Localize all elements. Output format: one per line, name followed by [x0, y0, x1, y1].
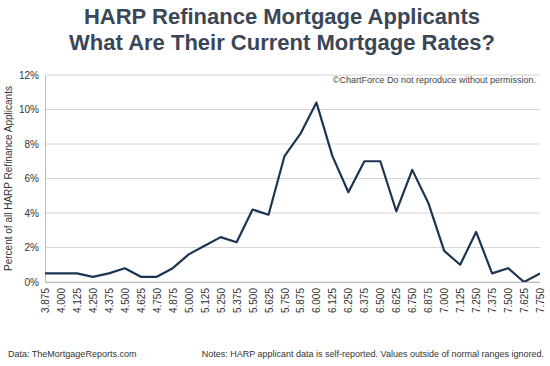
x-tick-label: 7.375 [487, 288, 498, 313]
x-tick-label: 4.500 [120, 288, 131, 313]
chart: HARP Refinance Mortgage ApplicantsWhat A… [0, 0, 550, 366]
x-tick-label: 6.500 [375, 288, 386, 313]
x-tick: 3.875 [40, 282, 51, 313]
x-tick: 4.250 [88, 282, 99, 313]
x-tick: 6.000 [311, 282, 322, 313]
y-tick: 6% [25, 173, 45, 184]
marks [45, 103, 540, 282]
x-tick: 4.625 [136, 282, 147, 313]
x-tick-label: 4.625 [136, 288, 147, 313]
x-axis-line [46, 282, 541, 283]
x-axis: 3.875 4.000 4.125 4.250 4.375 4.500 4.625 4.750… [40, 282, 546, 313]
subtitle: What Are Their Current Mortgage Rates? [69, 30, 495, 55]
x-tick: 7.000 [439, 282, 450, 313]
x-tick-label: 4.125 [72, 288, 83, 313]
y-tick: 8% [25, 139, 45, 150]
annotation: ©ChartForce Do not reproduce without per… [333, 75, 536, 85]
y-tick-label: 4% [25, 208, 40, 219]
x-tick-label: 4.875 [168, 288, 179, 313]
x-tick: 4.500 [120, 282, 131, 313]
x-tick-label: 6.375 [359, 288, 370, 313]
x-tick-label: 5.250 [216, 288, 227, 313]
x-tick-label: 5.875 [295, 288, 306, 313]
x-tick-label: 6.875 [423, 288, 434, 313]
x-tick: 4.125 [72, 282, 83, 313]
x-tick-label: 5.500 [248, 288, 259, 313]
x-tick: 6.125 [327, 282, 338, 313]
x-tick: 5.500 [248, 282, 259, 313]
x-tick: 5.250 [216, 282, 227, 313]
y-axis: 0% 2% 4% 6% 8% 10% 12% [19, 70, 46, 288]
x-tick: 5.625 [264, 282, 275, 313]
x-tick: 5.125 [200, 282, 211, 313]
y-tick-label: 10% [19, 104, 39, 115]
y-tick-label: 6% [25, 173, 40, 184]
grid-line [45, 213, 540, 214]
x-tick-label: 3.875 [40, 288, 51, 313]
x-tick: 7.250 [471, 282, 482, 313]
x-tick-label: 6.625 [391, 288, 402, 313]
y-tick: 2% [25, 242, 45, 253]
x-tick-label: 7.500 [503, 288, 514, 313]
y-tick-label: 12% [19, 70, 39, 81]
x-tick-label: 6.125 [327, 288, 338, 313]
x-tick-label: 6.000 [311, 288, 322, 313]
x-tick: 5.375 [232, 282, 243, 313]
plot: 0% 2% 4% 6% 8% 10% 12% 3.875 4.000 4.125 4.250 4.37… [19, 70, 546, 313]
grid [45, 75, 540, 282]
x-tick-label: 7.000 [439, 288, 450, 313]
x-tick: 7.125 [455, 282, 466, 313]
x-tick: 4.375 [104, 282, 115, 313]
x-tick: 7.375 [487, 282, 498, 313]
y-tick: 0% [25, 277, 45, 288]
x-tick: 7.750 [535, 282, 546, 313]
y-tick-label: 0% [25, 277, 40, 288]
x-tick: 6.625 [391, 282, 402, 313]
x-tick-label: 4.750 [152, 288, 163, 313]
x-tick-label: 5.125 [200, 288, 211, 313]
x-tick: 6.500 [375, 282, 386, 313]
title: HARP Refinance Mortgage Applicants [84, 4, 480, 29]
y-axis-title: Percent of all HARP Refinance Applicants [3, 86, 14, 271]
y-axis-line [45, 76, 46, 283]
grid-line [45, 109, 540, 110]
x-tick-label: 4.375 [104, 288, 115, 313]
x-tick: 5.875 [295, 282, 306, 313]
data-line [45, 103, 540, 282]
grid-line [45, 247, 540, 248]
x-tick-label: 7.750 [535, 288, 546, 313]
x-tick: 7.500 [503, 282, 514, 313]
x-tick: 6.750 [407, 282, 418, 313]
source: Data: TheMortgageReports.com [8, 349, 136, 359]
x-tick-label: 4.000 [56, 288, 67, 313]
x-tick-label: 5.625 [264, 288, 275, 313]
x-tick-label: 6.250 [343, 288, 354, 313]
y-tick: 12% [19, 70, 45, 81]
x-tick: 5.750 [280, 282, 291, 313]
x-tick-label: 5.000 [184, 288, 195, 313]
x-tick: 5.000 [184, 282, 195, 313]
grid-line [45, 282, 540, 283]
x-tick: 4.000 [56, 282, 67, 313]
x-tick-label: 6.750 [407, 288, 418, 313]
y-tick: 10% [19, 104, 45, 115]
y-tick: 4% [25, 208, 45, 219]
x-tick: 4.750 [152, 282, 163, 313]
x-tick: 6.875 [423, 282, 434, 313]
x-tick: 6.375 [359, 282, 370, 313]
x-tick-label: 5.750 [280, 288, 291, 313]
x-tick-label: 7.625 [519, 288, 530, 313]
x-tick-label: 7.125 [455, 288, 466, 313]
y-tick-label: 8% [25, 139, 40, 150]
y-tick-label: 2% [25, 242, 40, 253]
x-tick: 6.250 [343, 282, 354, 313]
x-tick-label: 5.375 [232, 288, 243, 313]
x-tick: 4.875 [168, 282, 179, 313]
x-tick-label: 7.250 [471, 288, 482, 313]
x-tick-label: 4.250 [88, 288, 99, 313]
grid-line [45, 178, 540, 179]
x-tick: 7.625 [519, 282, 530, 313]
notes: Notes: HARP applicant data is self-repor… [202, 349, 544, 359]
